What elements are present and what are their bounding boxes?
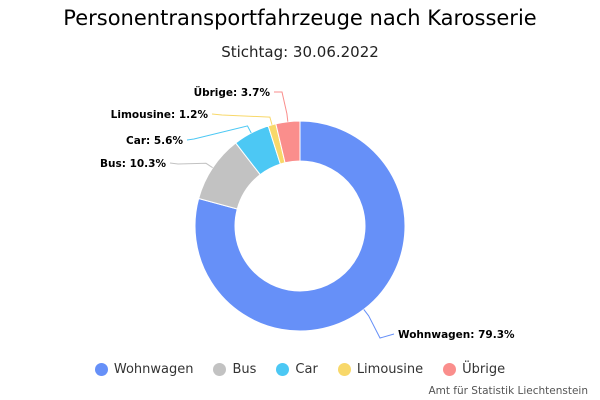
legend-swatch-icon [94, 363, 108, 376]
data-label--brige: Übrige: 3.7% [194, 85, 271, 99]
chart-subtitle: Stichtag: 30.06.2022 [221, 43, 379, 61]
connector--brige [274, 91, 289, 122]
legend-item-limousine[interactable]: Limousine [337, 362, 424, 377]
legend: Wohnwagen Bus Car Limousine Übrige [0, 362, 600, 377]
data-label-limousine: Limousine: 1.2% [111, 109, 209, 121]
legend-label: Bus [232, 362, 257, 377]
slice-wohnwagen[interactable] [194, 120, 406, 332]
connectors-group [169, 91, 395, 339]
legend-swatch-icon [443, 363, 457, 376]
legend-label: Limousine [356, 362, 424, 377]
legend-item-car[interactable]: Car [276, 362, 318, 377]
legend-swatch-icon [337, 363, 351, 376]
data-label-car: Car: 5.6% [126, 135, 183, 147]
connector-bus [169, 162, 213, 169]
labels-group: Wohnwagen: 79.3% Bus: 10.3% Car: 5.6% Limou… [100, 85, 515, 341]
slice--brige[interactable] [275, 120, 301, 164]
legend-label: Übrige [462, 362, 506, 377]
legend-item-wohnwagen[interactable]: Wohnwagen [94, 362, 194, 377]
chart-title: Personentransportfahrzeuge nach Karosser… [63, 6, 537, 30]
legend-swatch-icon [213, 363, 227, 376]
connector-car [186, 125, 252, 141]
data-label-wohnwagen: Wohnwagen: 79.3% [398, 329, 515, 341]
legend-label: Car [295, 362, 318, 377]
slices-group [194, 120, 406, 332]
legend-swatch-icon [276, 363, 290, 376]
legend-item-bus[interactable]: Bus [213, 362, 256, 377]
credit-text: Amt für Statistik Liechtenstein [428, 385, 588, 397]
connector-wohnwagen [363, 309, 395, 339]
legend-label: Wohnwagen [113, 362, 194, 377]
connector-limousine [211, 113, 273, 125]
legend-item--brige[interactable]: Übrige [443, 362, 505, 377]
data-label-bus: Bus: 10.3% [100, 158, 166, 170]
